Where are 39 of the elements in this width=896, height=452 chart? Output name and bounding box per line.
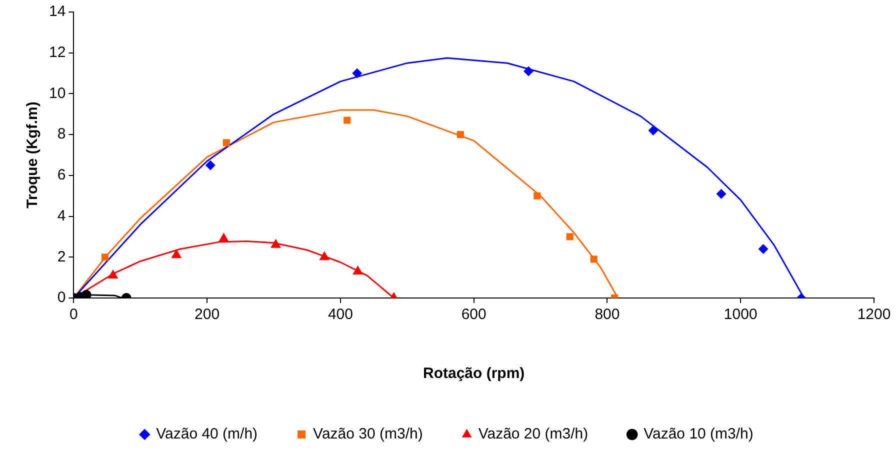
legend-label: Vazão 40 (m/h) xyxy=(156,426,258,443)
y-tick-label: 4 xyxy=(57,207,66,224)
point xyxy=(218,232,229,242)
point xyxy=(344,116,351,124)
point xyxy=(352,265,363,274)
point xyxy=(456,131,464,138)
point xyxy=(81,290,92,298)
y-tick-label: 12 xyxy=(48,44,66,61)
point xyxy=(566,233,574,240)
x-tick-label: 1200 xyxy=(857,306,891,324)
y-tick-label: 6 xyxy=(57,166,66,184)
y-tick-label: 10 xyxy=(48,84,66,102)
point xyxy=(648,125,658,136)
point xyxy=(222,139,230,146)
y-tick-label: 2 xyxy=(57,248,66,266)
point xyxy=(270,238,281,248)
point xyxy=(108,270,118,279)
legend-label: Vazão 30 (m3/h) xyxy=(313,426,423,443)
y-axis-title: Troque (Kgf.m) xyxy=(24,102,42,208)
point xyxy=(319,251,330,260)
x-axis-title: Rotação (rpm) xyxy=(423,365,525,382)
legend-label: Vazão 10 (m3/h) xyxy=(644,426,754,443)
x-tick-label: 600 xyxy=(461,306,486,324)
y-tick-label: 0 xyxy=(57,289,66,306)
point xyxy=(758,244,768,254)
point xyxy=(171,249,182,258)
legend-label: Vazão 20 (m3/h) xyxy=(478,426,588,443)
point xyxy=(716,188,726,199)
y-tick-label: 8 xyxy=(57,126,66,143)
x-tick-label: 800 xyxy=(594,306,620,324)
point xyxy=(534,192,541,200)
x-tick-label: 0 xyxy=(70,306,78,324)
y-tick-label: 14 xyxy=(48,3,66,20)
point xyxy=(205,160,216,170)
point xyxy=(352,68,362,78)
x-tick-label: 1000 xyxy=(724,306,758,324)
x-tick-label: 400 xyxy=(328,306,353,324)
x-tick-label: 200 xyxy=(194,306,220,324)
point xyxy=(524,66,534,76)
